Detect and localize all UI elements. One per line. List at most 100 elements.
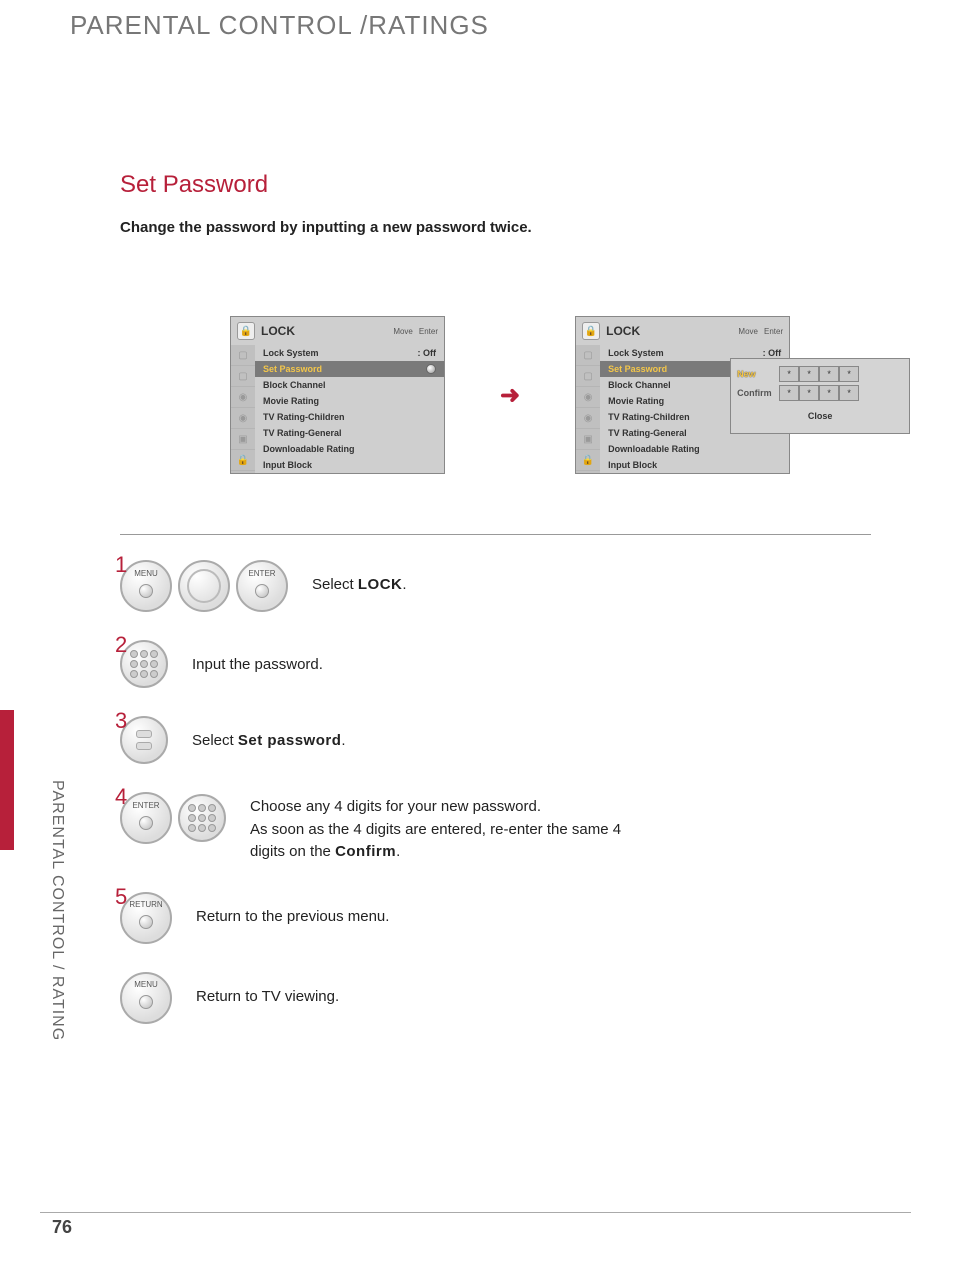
step-text: Return to the previous menu. xyxy=(196,892,389,929)
step-4: 4 ENTER Choose any 4 digits for your new… xyxy=(120,792,911,864)
lock-item-label: Lock System xyxy=(608,348,664,358)
password-digit[interactable]: * xyxy=(819,385,839,401)
lock-item-block-channel[interactable]: Block Channel xyxy=(255,377,444,393)
menu-button-icon: MENU xyxy=(120,560,172,612)
enter-label: Enter xyxy=(419,327,438,336)
lock-item-set-password[interactable]: Set Password xyxy=(255,361,444,377)
step-number: 5 xyxy=(115,884,127,910)
lock-item-label: Movie Rating xyxy=(608,396,664,406)
lock-item-label: TV Rating-Children xyxy=(263,412,345,422)
step-3: 3 Select Set password. xyxy=(120,716,911,764)
sidebar-icon: ▣ xyxy=(231,429,255,450)
selection-dot-icon xyxy=(426,364,436,374)
enter-label: Enter xyxy=(764,327,783,336)
lock-item-label: Movie Rating xyxy=(263,396,319,406)
lock-panel-header: 🔒 LOCK Move Enter xyxy=(576,317,789,345)
side-vertical-label: PARENTAL CONTROL / RATING xyxy=(48,780,66,1041)
lock-item-movie-rating[interactable]: Movie Rating xyxy=(255,393,444,409)
lock-item-tv-rating-general[interactable]: TV Rating-General xyxy=(255,425,444,441)
lock-panel-before: 🔒 LOCK Move Enter ▢ ▢ ◉ ◉ ▣ 🔒 xyxy=(230,316,445,474)
sidebar-icon: ◉ xyxy=(231,408,255,429)
lock-item-downloadable-rating[interactable]: Downloadable Rating xyxy=(255,441,444,457)
password-digit[interactable]: * xyxy=(839,385,859,401)
step-number: 3 xyxy=(115,708,127,734)
move-label: Move xyxy=(738,327,758,336)
step-text: Select LOCK. xyxy=(312,560,407,597)
arrow-right-icon: ➜ xyxy=(500,381,520,410)
sidebar-icon: ◉ xyxy=(231,387,255,408)
button-label: ENTER xyxy=(248,569,275,578)
section-description: Change the password by inputting a new p… xyxy=(120,219,911,236)
lock-icon-column: ▢ ▢ ◉ ◉ ▣ 🔒 xyxy=(231,345,255,473)
lock-item-input-block[interactable]: Input Block xyxy=(600,457,789,473)
lock-panel-title: LOCK xyxy=(261,324,295,338)
lock-item-label: Input Block xyxy=(263,460,312,470)
password-digit[interactable]: * xyxy=(779,385,799,401)
password-new-label: New xyxy=(737,369,779,379)
step-1: 1 MENU ENTER Select LOCK. xyxy=(120,560,911,612)
lock-item-label: Downloadable Rating xyxy=(608,444,700,454)
steps-list: 1 MENU ENTER Select LOCK. 2 xyxy=(120,560,911,1024)
sidebar-icon: ◉ xyxy=(576,408,600,429)
sidebar-icon: ▣ xyxy=(576,429,600,450)
sidebar-icon: 🔒 xyxy=(576,450,600,471)
step-text: Input the password. xyxy=(192,640,323,677)
sidebar-icon: ▢ xyxy=(576,366,600,387)
lock-item-value: : Off xyxy=(418,348,437,358)
step-number: 1 xyxy=(115,552,127,578)
step-number: 4 xyxy=(115,784,127,810)
lock-item-tv-rating-children[interactable]: TV Rating-Children xyxy=(255,409,444,425)
enter-button-icon: ENTER xyxy=(120,792,172,844)
step-6: MENU Return to TV viewing. xyxy=(120,972,911,1024)
lock-item-label: Downloadable Rating xyxy=(263,444,355,454)
enter-button-icon: ENTER xyxy=(236,560,288,612)
password-digit[interactable]: * xyxy=(819,366,839,382)
lock-icon: 🔒 xyxy=(582,322,600,340)
sidebar-icon: ◉ xyxy=(576,387,600,408)
sidebar-icon: ▢ xyxy=(231,345,255,366)
footer-divider xyxy=(40,1212,911,1213)
password-popup: New * * * * Confirm * * * * xyxy=(730,358,910,434)
section-title: Set Password xyxy=(120,171,911,199)
lock-item-label: Lock System xyxy=(263,348,319,358)
lock-item-label: Set Password xyxy=(608,364,667,374)
lock-item-downloadable-rating[interactable]: Downloadable Rating xyxy=(600,441,789,457)
button-label: MENU xyxy=(134,980,158,989)
lock-item-label: TV Rating-General xyxy=(263,428,342,438)
lock-item-lock-system[interactable]: Lock System : Off xyxy=(255,345,444,361)
keypad-button-icon xyxy=(178,794,226,842)
lock-item-value: : Off xyxy=(763,348,782,358)
menu-button-icon: MENU xyxy=(120,972,172,1024)
return-button-icon: RETURN xyxy=(120,892,172,944)
sidebar-icon: ▢ xyxy=(576,345,600,366)
lock-item-label: Input Block xyxy=(608,460,657,470)
password-digit[interactable]: * xyxy=(799,366,819,382)
step-text: Choose any 4 digits for your new passwor… xyxy=(250,792,630,864)
dpad-button-icon xyxy=(178,560,230,612)
lock-item-label: Block Channel xyxy=(608,380,671,390)
password-digit[interactable]: * xyxy=(839,366,859,382)
step-text: Return to TV viewing. xyxy=(196,972,339,1009)
sidebar-icon: ▢ xyxy=(231,366,255,387)
lock-item-label: TV Rating-General xyxy=(608,428,687,438)
step-text: Select Set password. xyxy=(192,716,346,753)
lock-item-input-block[interactable]: Input Block xyxy=(255,457,444,473)
lock-panel-title: LOCK xyxy=(606,324,640,338)
move-label: Move xyxy=(393,327,413,336)
lock-item-label: TV Rating-Children xyxy=(608,412,690,422)
lock-item-label: Block Channel xyxy=(263,380,326,390)
page-header-title: PARENTAL CONTROL /RATINGS xyxy=(70,10,911,41)
lock-panels-row: 🔒 LOCK Move Enter ▢ ▢ ◉ ◉ ▣ 🔒 xyxy=(230,316,911,474)
button-label: RETURN xyxy=(129,900,162,909)
password-confirm-label: Confirm xyxy=(737,388,779,398)
lock-icon-column: ▢ ▢ ◉ ◉ ▣ 🔒 xyxy=(576,345,600,473)
password-digit[interactable]: * xyxy=(779,366,799,382)
password-digit[interactable]: * xyxy=(799,385,819,401)
page-number: 76 xyxy=(52,1217,72,1238)
step-5: 5 RETURN Return to the previous menu. xyxy=(120,892,911,944)
password-close-button[interactable]: Close xyxy=(737,411,903,421)
divider xyxy=(120,534,871,535)
lock-menu-list: Lock System : Off Set Password Block Cha… xyxy=(255,345,444,473)
side-tab xyxy=(0,710,14,850)
lock-item-label: Set Password xyxy=(263,364,322,374)
